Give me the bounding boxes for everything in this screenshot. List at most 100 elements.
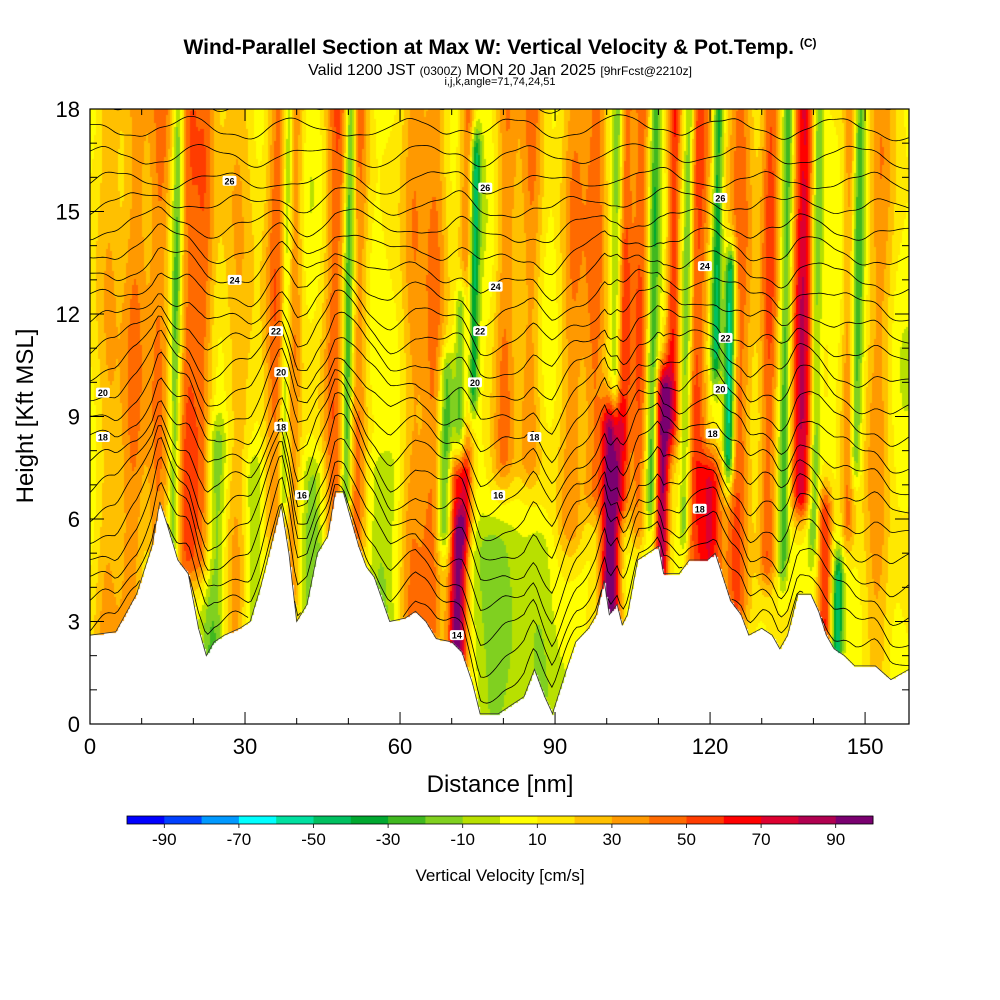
theta-contour-line: [90, 369, 909, 487]
contour-label-bg: [491, 490, 506, 501]
x-tick-label: 150: [847, 734, 884, 759]
contour-label-bg: [488, 281, 503, 292]
theta-contour-line: [90, 222, 909, 276]
copyright-mark: (C): [799, 36, 817, 50]
colorbar-swatch: [574, 816, 613, 824]
colorbar-swatch: [723, 816, 762, 824]
contour-label: 22: [475, 327, 485, 337]
colorbar-swatch: [350, 816, 389, 824]
contour-label: 26: [480, 183, 490, 193]
contour-label-bg: [274, 367, 289, 378]
y-axis-label: Height [Kft MSL]: [12, 329, 39, 504]
contour-label-bg: [697, 261, 712, 272]
theta-contour-line: [90, 329, 909, 435]
y-axis: 0 3 6 9 12 15 18: [56, 97, 909, 737]
terrain: [89, 491, 910, 715]
contour-label-bg: [449, 630, 464, 641]
subtitle-forecast: [9hrFcst@2210z]: [600, 64, 692, 78]
contour-label: 18: [695, 504, 705, 514]
theta-contour-line: [90, 483, 909, 678]
colorbar-swatch: [201, 816, 240, 824]
x-axis: 0 30 60 90 120 150: [84, 109, 884, 759]
theta-contour-line: [90, 378, 909, 518]
colorbar-tick-label: 10: [528, 830, 547, 849]
colorbar-tick-label: 30: [602, 830, 621, 849]
contour-label-bg: [274, 421, 289, 432]
y-tick-label: 3: [68, 610, 80, 635]
theta-contour-line: [90, 114, 909, 142]
colorbar-tick-label: -70: [227, 830, 252, 849]
colorbar-swatch: [611, 816, 650, 824]
colorbar-swatch: [276, 816, 314, 824]
colorbar-tick-label: -50: [301, 830, 326, 849]
x-axis-label: Distance [nm]: [427, 771, 574, 798]
subtitle-utc: (0300Z): [419, 64, 462, 78]
chart-subtitle-indices: i,j,k,angle=71,74,24,51: [444, 76, 556, 88]
colorbar-tick-label: -30: [376, 830, 401, 849]
theta-contour-line: [90, 311, 909, 401]
contour-label-bg: [95, 432, 110, 442]
contour-label-bg: [478, 182, 493, 193]
contour-label: 22: [271, 327, 281, 337]
theta-contour-line: [111, 109, 894, 114]
contour-label-bg: [95, 387, 110, 398]
colorbar-tick-label: 90: [826, 830, 845, 849]
colorbar-swatch: [425, 816, 464, 824]
y-tick-label: 6: [68, 507, 80, 532]
colorbar-swatch: [127, 816, 165, 824]
x-tick-label: 30: [233, 734, 257, 759]
theta-contour-line: [90, 455, 909, 625]
colorbar-swatch: [649, 816, 687, 824]
contour-label: 18: [98, 433, 108, 443]
contour-label: 20: [715, 385, 725, 395]
contour-label: 18: [708, 429, 718, 439]
theta-contour-line: [90, 143, 909, 170]
contour-label: 14: [452, 631, 462, 641]
contour-label-bg: [713, 384, 728, 395]
contour-label: 20: [98, 388, 108, 398]
subtitle-valid: Valid 1200 JST: [308, 62, 416, 79]
contour-label-bg: [227, 274, 242, 285]
colorbar-tick-label: -10: [450, 830, 475, 849]
contour-label-bg: [692, 503, 707, 514]
chart-title-text: Wind-Parallel Section at Max W: Vertical…: [183, 36, 794, 59]
colorbar-swatch: [388, 816, 426, 824]
theta-contour-line: [90, 536, 909, 704]
contour-label-bg: [222, 175, 237, 186]
theta-contour-line: [90, 289, 909, 379]
colorbar: -90 -70 -50 -30 -10 10 30 50 70 90: [126, 815, 874, 849]
x-tick-label: 0: [84, 734, 96, 759]
vertical-velocity-field: [90, 109, 909, 724]
colorbar-swatch: [537, 816, 576, 824]
x-tick-label: 60: [388, 734, 412, 759]
contour-label-bg: [269, 326, 284, 337]
colorbar-tick-label: 70: [752, 830, 771, 849]
contour-label-bg: [467, 377, 482, 388]
colorbar-swatch: [835, 816, 874, 824]
contour-label-bg: [527, 432, 542, 442]
colorbar-label: Vertical Velocity [cm/s]: [415, 866, 584, 885]
contour-labels: 26 24 22 20 20 18 18 16 26 24 22 20 18 16 14 26 24 22 20 18…: [95, 175, 733, 641]
x-tick-label: 120: [692, 734, 729, 759]
contour-label: 26: [715, 193, 725, 203]
contour-label-bg: [718, 332, 733, 343]
theta-contour-line: [90, 186, 909, 218]
y-tick-label: 0: [68, 712, 80, 737]
subtitle-date: MON 20 Jan 2025: [466, 62, 596, 79]
chart-title: Wind-Parallel Section at Max W: Vertical…: [0, 36, 1000, 60]
colorbar-swatch: [798, 816, 837, 824]
theta-contour-line: [90, 392, 909, 542]
contour-label: 24: [491, 282, 501, 292]
contour-label: 26: [225, 176, 235, 186]
colorbar-tick-label: 50: [677, 830, 696, 849]
theta-contour-line: [90, 412, 909, 561]
contour-label: 20: [276, 368, 286, 378]
y-tick-label: 9: [68, 405, 80, 430]
colorbar-swatch: [686, 816, 725, 824]
contour-label-bg: [713, 192, 728, 203]
contour-label: 18: [529, 433, 539, 443]
contour-label-bg: [294, 490, 309, 501]
contour-label: 24: [700, 262, 710, 272]
contour-label: 22: [721, 333, 731, 343]
contour-label: 24: [230, 275, 240, 285]
